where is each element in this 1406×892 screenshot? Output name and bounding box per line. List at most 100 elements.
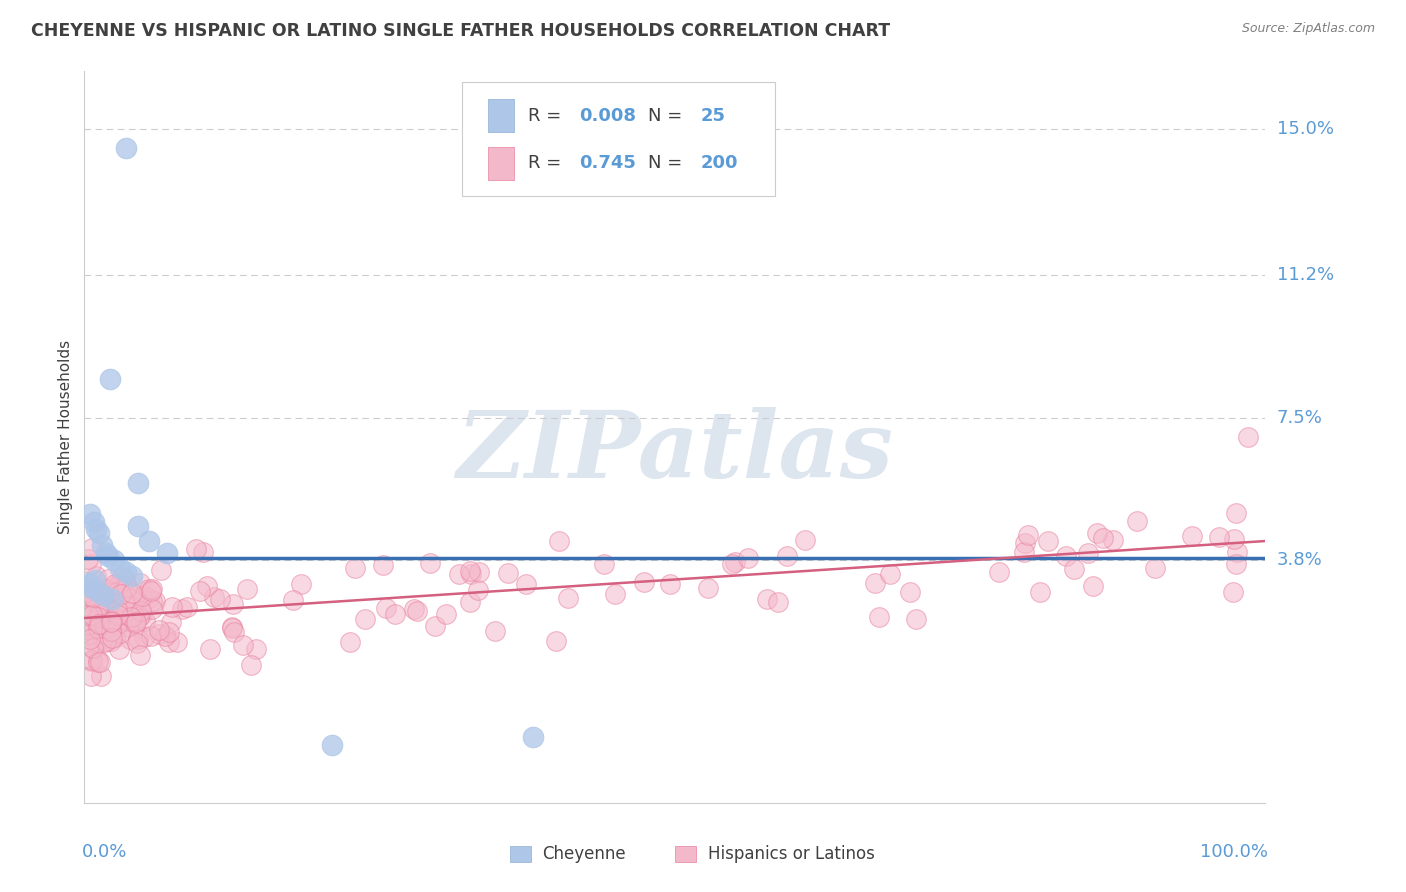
Point — [515, 576, 537, 591]
Point — [77, 625, 100, 640]
Point — [120, 599, 142, 613]
Point — [97, 549, 120, 564]
Point — [224, 625, 246, 640]
Bar — [509, 846, 531, 862]
Point — [129, 648, 152, 662]
Point — [544, 633, 567, 648]
Point — [659, 576, 682, 591]
Point — [197, 579, 219, 593]
Point — [100, 620, 122, 634]
Point — [80, 653, 103, 667]
Point — [107, 607, 129, 622]
Point — [1029, 585, 1052, 599]
Point — [458, 594, 481, 608]
Point — [162, 600, 184, 615]
Y-axis label: Single Father Households: Single Father Households — [58, 340, 73, 534]
Point — [697, 581, 720, 595]
Point — [87, 621, 110, 635]
Point — [105, 579, 128, 593]
Point — [77, 551, 100, 566]
Point — [141, 583, 163, 598]
Point — [425, 619, 447, 633]
Text: N =: N = — [648, 154, 688, 172]
Point — [108, 577, 131, 591]
Point — [343, 560, 366, 574]
Point — [160, 615, 183, 630]
Point — [89, 656, 111, 670]
Point — [115, 604, 138, 618]
Point — [101, 610, 124, 624]
Point — [371, 558, 394, 572]
Point — [339, 635, 361, 649]
Point — [134, 589, 156, 603]
Point — [118, 620, 141, 634]
Point — [290, 577, 312, 591]
Point — [127, 632, 149, 647]
Point — [77, 576, 100, 591]
Point — [111, 570, 134, 584]
Point — [156, 545, 179, 559]
Point — [522, 731, 544, 745]
Point — [82, 653, 104, 667]
Point — [794, 533, 817, 548]
Point — [1091, 531, 1114, 545]
Point — [77, 606, 100, 620]
Point — [98, 372, 121, 386]
Point — [240, 657, 263, 672]
Point — [221, 621, 243, 635]
Point — [863, 576, 886, 591]
Bar — [488, 99, 515, 132]
Point — [91, 538, 114, 552]
Point — [79, 617, 101, 632]
Point — [100, 624, 122, 639]
Point — [94, 545, 117, 559]
Text: Source: ZipAtlas.com: Source: ZipAtlas.com — [1241, 22, 1375, 36]
Point — [141, 601, 163, 615]
Point — [321, 738, 343, 752]
Point — [115, 607, 138, 621]
Point — [1014, 536, 1036, 550]
Point — [404, 602, 426, 616]
Point — [138, 591, 160, 605]
Point — [91, 632, 114, 647]
Point — [84, 573, 107, 587]
Point — [467, 582, 489, 597]
Text: R =: R = — [529, 154, 568, 172]
Point — [1208, 530, 1230, 544]
Point — [138, 534, 160, 549]
Point — [86, 655, 108, 669]
Point — [118, 591, 141, 605]
Point — [105, 617, 128, 632]
Point — [134, 630, 156, 644]
Point — [157, 634, 180, 648]
Point — [77, 627, 100, 641]
Point — [118, 632, 141, 647]
Point — [222, 597, 245, 611]
Point — [1017, 528, 1039, 542]
Point — [125, 636, 148, 650]
Point — [108, 561, 131, 575]
Point — [108, 626, 131, 640]
Text: 25: 25 — [700, 107, 725, 125]
Point — [176, 599, 198, 614]
Point — [97, 613, 120, 627]
Point — [79, 507, 101, 521]
Point — [82, 589, 104, 603]
Point — [129, 605, 152, 619]
Point — [77, 584, 100, 599]
Point — [1081, 579, 1104, 593]
Point — [593, 557, 616, 571]
Point — [100, 591, 122, 606]
Point — [100, 585, 122, 599]
Point — [127, 518, 149, 533]
Point — [110, 588, 132, 602]
Point — [87, 598, 110, 612]
Point — [1036, 533, 1059, 548]
Point — [105, 602, 128, 616]
Point — [94, 634, 117, 648]
Point — [104, 601, 127, 615]
Point — [1012, 545, 1035, 559]
Text: 0.0%: 0.0% — [82, 843, 128, 861]
Point — [86, 610, 108, 624]
Point — [436, 607, 458, 621]
